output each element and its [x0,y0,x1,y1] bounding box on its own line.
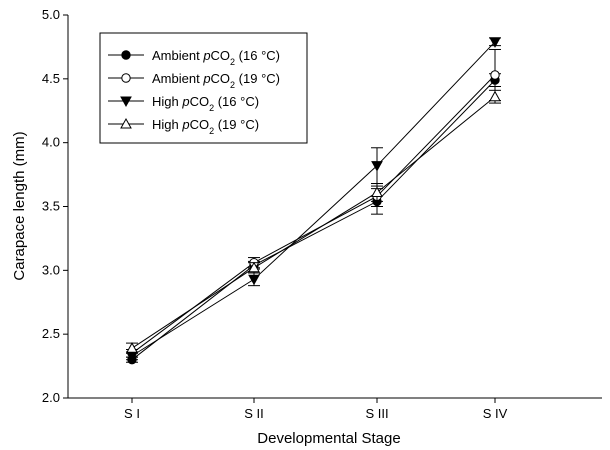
legend-label-part: 2 [230,57,235,67]
data-point [371,186,383,197]
legend-label-part: (16 °C) [235,48,280,63]
legend-label-part: CO [211,48,231,63]
y-tick-label: 4.5 [42,71,60,86]
data-point [371,161,383,172]
legend: Ambient pCO2 (16 °C)Ambient pCO2 (19 °C)… [99,32,308,144]
data-point [126,342,138,353]
legend-marker [121,50,131,60]
legend-label: High pCO2 (16 °C) [152,94,259,113]
y-axis: 2.0 2.5 3.0 3.5 4.0 4.5 5.0 [42,7,68,405]
series-line [131,79,496,361]
data-point [489,90,501,102]
legend-label-part: CO [211,71,231,86]
legend-item: High pCO2 (19 °C) [108,117,259,136]
x-axis-title: Developmental Stage [257,430,400,447]
legend-label-part: (19 °C) [235,71,280,86]
x-tick-label: S I [124,406,140,421]
x-tick-label: S IV [483,406,508,421]
legend-label-part: (16 °C) [214,94,259,109]
data-point [490,70,500,80]
legend-label-part: p [181,94,189,109]
y-tick-label: 3.0 [42,262,60,277]
x-tick-label: S II [244,406,264,421]
legend-label-part: 2 [209,103,214,113]
legend-label-part: p [181,117,189,132]
series-line [131,41,496,357]
legend-marker [121,73,131,83]
series-4 [126,89,501,354]
data-point [248,274,260,286]
legend-item: Ambient pCO2 (16 °C) [108,48,280,67]
legend-label-part: Ambient [152,71,203,86]
series-layer [126,37,501,365]
legend-label-part: Ambient [152,48,203,63]
x-axis: S I S II S III S IV [124,398,508,421]
legend-box [99,32,308,144]
legend-label-part: 2 [209,126,214,136]
legend-label-part: CO [190,117,210,132]
y-tick-label: 2.5 [42,326,60,341]
legend-label-part: High [152,117,182,132]
legend-label-part: 2 [230,80,235,90]
legend-label: High pCO2 (19 °C) [152,117,259,136]
legend-label: Ambient pCO2 (16 °C) [152,48,280,67]
legend-label-part: (19 °C) [214,117,259,132]
legend-marker [120,117,132,129]
y-axis-title: Carapace length (mm) [11,131,28,280]
y-tick-label: 3.5 [42,199,60,214]
legend-label-part: p [202,48,210,63]
y-tick-label: 2.0 [42,390,60,405]
legend-marker [120,96,132,108]
data-point [248,261,260,273]
y-tick-label: 4.0 [42,135,60,150]
legend-label-part: CO [190,94,210,109]
legend-label-part: High [152,94,182,109]
data-point [489,37,501,48]
legend-label: Ambient pCO2 (19 °C) [152,71,280,90]
legend-label-part: p [202,71,210,86]
x-tick-label: S III [365,406,388,421]
y-tick-label: 5.0 [42,7,60,22]
legend-item: Ambient pCO2 (19 °C) [108,71,280,90]
legend-item: High pCO2 (16 °C) [108,94,259,113]
series-line [131,96,496,349]
